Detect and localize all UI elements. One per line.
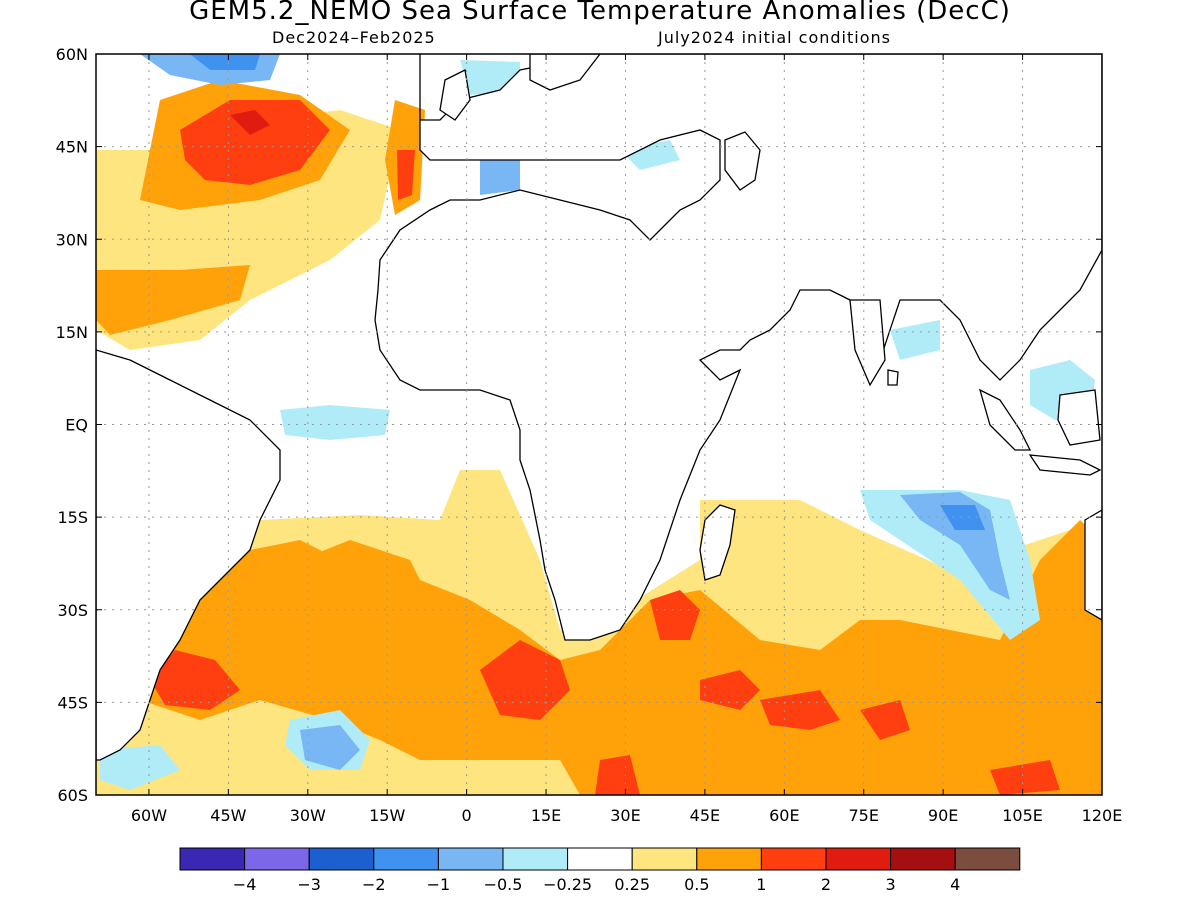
- colorbar-label: 4: [950, 875, 960, 894]
- colorbar-label: −0.25: [543, 875, 592, 894]
- lon-label: 45W: [210, 806, 246, 825]
- colorbar-swatch: [437, 847, 504, 871]
- lon-label: 105E: [1002, 806, 1043, 825]
- colorbar-swatch: [760, 847, 827, 871]
- colorbar-label: −0.5: [484, 875, 523, 894]
- colorbar-label: 3: [886, 875, 896, 894]
- graticule: [96, 54, 1102, 795]
- latitude-labels: 60N 45N 30N 15N EQ 15S 30S 45S 60S: [56, 45, 88, 805]
- colorbar-label: 2: [821, 875, 831, 894]
- lat-label: 60N: [56, 45, 88, 64]
- lon-label: 120E: [1082, 806, 1123, 825]
- colorbar: [179, 847, 1021, 871]
- colorbar-label: 1: [756, 875, 766, 894]
- colorbar-swatch: [825, 847, 892, 871]
- colorbar-swatch: [179, 847, 246, 871]
- lon-label: 15E: [531, 806, 561, 825]
- initial-conditions: July2024 initial conditions: [658, 28, 891, 47]
- lon-label: 15W: [369, 806, 405, 825]
- lat-label: EQ: [65, 416, 88, 435]
- lon-label: 30E: [610, 806, 640, 825]
- anomaly-medium-blue: [190, 54, 985, 530]
- colorbar-label: −1: [427, 875, 451, 894]
- colorbar-label: −4: [233, 875, 257, 894]
- lat-label: 15N: [56, 323, 88, 342]
- lat-label: 60S: [57, 786, 88, 805]
- lon-label: 30W: [290, 806, 326, 825]
- forecast-period: Dec2024–Feb2025: [272, 28, 436, 47]
- colorbar-label: 0.25: [614, 875, 650, 894]
- colorbar-label: −2: [362, 875, 386, 894]
- colorbar-labels: −4 −3 −2 −1 −0.5 −0.25 0.25 0.5 1 2 3 4: [233, 875, 960, 894]
- lat-label: 15S: [57, 508, 88, 527]
- colorbar-swatch: [631, 847, 698, 871]
- colorbar-swatch: [308, 847, 375, 871]
- lon-label: 90E: [928, 806, 958, 825]
- lat-label: 45S: [57, 693, 88, 712]
- axis-ticks: [96, 53, 1103, 796]
- lat-label: 30N: [56, 230, 88, 249]
- lon-label: 60E: [769, 806, 799, 825]
- lat-label: 45N: [56, 138, 88, 157]
- longitude-labels: 60W 45W 30W 15W 0 15E 30E 45E 60E 75E 90E 105E 120E: [131, 806, 1122, 825]
- colorbar-swatch: [696, 847, 762, 871]
- colorbar-swatch: [890, 847, 956, 871]
- map-title: GEM5.2_NEMO Sea Surface Temperature Anom…: [189, 0, 1011, 26]
- anomaly-field: [96, 54, 1102, 795]
- colorbar-label: −3: [297, 875, 321, 894]
- colorbar-swatch: [244, 847, 310, 871]
- lon-label: 0: [462, 806, 472, 825]
- lon-label: 60W: [131, 806, 167, 825]
- colorbar-swatch: [502, 847, 569, 871]
- anomaly-dark-red: [230, 110, 270, 135]
- colorbar-label: 0.5: [684, 875, 709, 894]
- lon-label: 75E: [849, 806, 879, 825]
- colorbar-swatch: [567, 847, 633, 871]
- coastlines: [96, 54, 1102, 761]
- colorbar-swatch: [954, 847, 1021, 871]
- lat-label: 30S: [57, 601, 88, 620]
- colorbar-swatch: [373, 847, 439, 871]
- lon-label: 45E: [690, 806, 720, 825]
- anomaly-red: [150, 100, 1060, 795]
